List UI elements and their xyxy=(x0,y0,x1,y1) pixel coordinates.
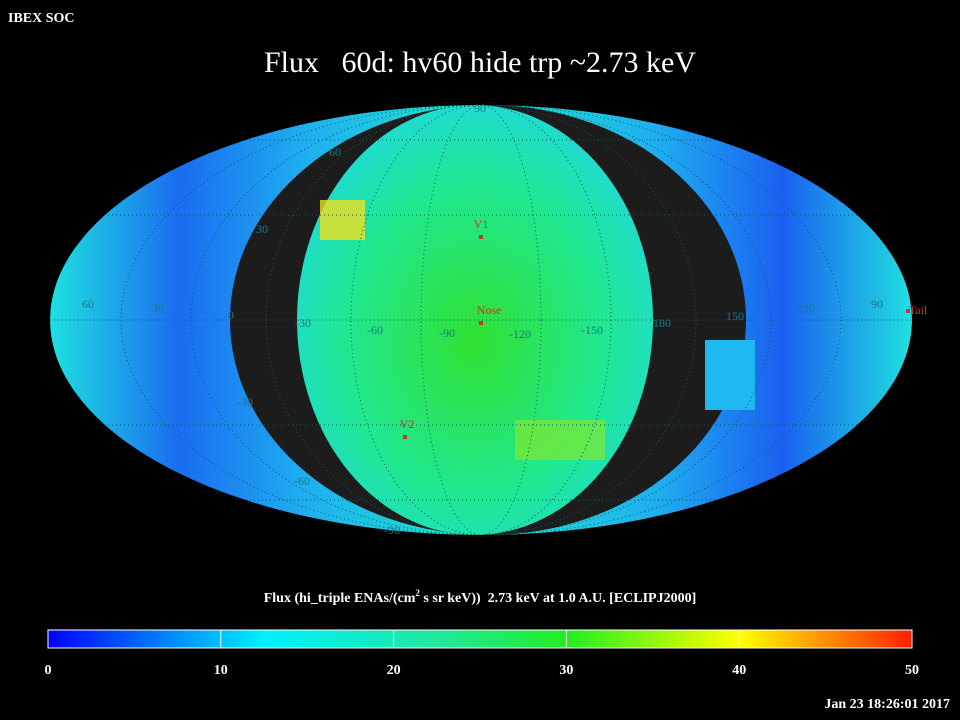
grid-label: 180 xyxy=(653,316,671,330)
sky-map xyxy=(50,105,912,535)
colorbar xyxy=(47,629,913,649)
colorbar-tick-label: 30 xyxy=(559,663,573,678)
grid-label: -90 xyxy=(384,523,400,537)
grid-label: -30 xyxy=(295,316,311,330)
marker-label: V1 xyxy=(474,217,489,231)
label-part: s sr keV)) 2.73 keV at 1.0 A.U. [ECLIPJ2… xyxy=(420,591,696,606)
markers: V1 Nose V2 Tail xyxy=(400,217,928,439)
grid-label: -150 xyxy=(581,323,603,337)
grid-label: 90 xyxy=(474,101,486,115)
marker-label: V2 xyxy=(400,417,415,431)
grid-label: 30 xyxy=(152,301,164,315)
grid-label: -60 xyxy=(367,323,383,337)
label-part: Flux (hi_triple ENAs/(cm xyxy=(264,591,416,606)
grid-label: -30 xyxy=(237,395,253,409)
grid-label: 60 xyxy=(329,145,341,159)
marker-dot xyxy=(906,309,910,313)
grid-label: 0 xyxy=(228,308,234,322)
grid-labels: 90 60 30 60 30 0 -30 -60 -90 -120 -150 180 150 120 90 -… xyxy=(82,101,883,537)
grid-label: 60 xyxy=(82,297,94,311)
grid-label: -90 xyxy=(439,326,455,340)
grid-label: -60 xyxy=(294,474,310,488)
marker-dot xyxy=(403,435,407,439)
colorbar-tick-label: 50 xyxy=(905,663,919,678)
marker-dot xyxy=(479,321,483,325)
marker-dot xyxy=(479,235,483,239)
label-superscript: 2 xyxy=(415,588,420,598)
colorbar-tick-label: 10 xyxy=(214,663,228,678)
source: IBEX SOC xyxy=(8,11,75,26)
grid-label: 120 xyxy=(797,301,815,315)
grid-label: 30 xyxy=(256,222,268,236)
marker-label: Nose xyxy=(477,303,502,317)
title: Flux 60d: hv60 hide trp ~2.73 keV xyxy=(264,46,696,79)
colorbar-tick-label: 20 xyxy=(387,663,401,678)
colorbar-tick-label: 0 xyxy=(45,663,52,678)
colorbar-ticks: 0 10 20 30 40 50 xyxy=(45,630,919,678)
timestamp: Jan 23 18:26:01 2017 xyxy=(824,697,950,712)
colorbar-label: Flux (hi_triple ENAs/(cm2 s sr keV)) 2.7… xyxy=(264,588,697,606)
grid-label: 90 xyxy=(871,297,883,311)
colorbar-tick-label: 40 xyxy=(732,663,746,678)
marker-label: Tail xyxy=(909,303,928,317)
grid-label: -120 xyxy=(509,327,531,341)
grid-label: 150 xyxy=(726,309,744,323)
